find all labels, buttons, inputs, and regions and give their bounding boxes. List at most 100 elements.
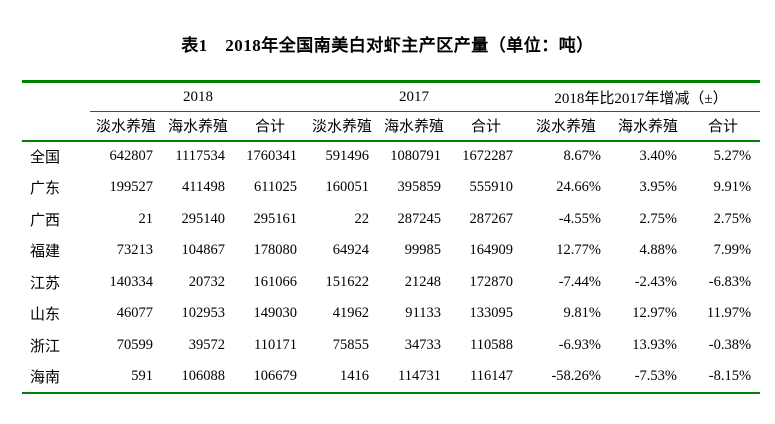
row-label: 广东 bbox=[30, 181, 61, 198]
table-cell: 91133 bbox=[405, 305, 441, 322]
header-cell: 海水养殖 bbox=[162, 111, 234, 142]
table-cell: 5.27% bbox=[713, 148, 752, 165]
table-row: 全国 642807 1117534 1760341 591496 1080791… bbox=[22, 141, 760, 173]
table-cell: 20732 bbox=[188, 273, 225, 290]
table-cell: 591 bbox=[131, 367, 153, 384]
table-cell: 1117534 bbox=[175, 148, 225, 165]
table-cell: 3.40% bbox=[639, 148, 677, 165]
table-cell: 149030 bbox=[253, 305, 298, 322]
row-label: 山东 bbox=[30, 307, 61, 324]
table-cell: -0.38% bbox=[708, 336, 752, 353]
table-cell: 178080 bbox=[253, 242, 298, 259]
table-cell: 1760341 bbox=[246, 148, 297, 165]
row-label: 海南 bbox=[30, 369, 61, 386]
table-cell: 34733 bbox=[404, 336, 441, 353]
header-group-2018: 2018 bbox=[90, 81, 306, 112]
header-cell: 合计 bbox=[450, 111, 522, 142]
table-cell: 46077 bbox=[116, 305, 153, 322]
row-label: 福建 bbox=[30, 244, 61, 261]
table-cell: 21 bbox=[138, 210, 154, 227]
header-empty-cell bbox=[22, 82, 90, 112]
table-cell: 295140 bbox=[181, 210, 226, 227]
table-cell: 110171 bbox=[254, 336, 297, 353]
header-group-change: 2018年比2017年增减（±） bbox=[522, 81, 761, 112]
table-cell: 70599 bbox=[116, 336, 153, 353]
table-cell: 395859 bbox=[397, 179, 442, 196]
table-cell: 3.95% bbox=[639, 179, 677, 196]
table-cell: 11.97% bbox=[706, 305, 752, 322]
table-cell: 7.99% bbox=[713, 242, 752, 259]
table-cell: -7.53% bbox=[634, 367, 677, 384]
table-cell: 73213 bbox=[116, 242, 153, 259]
table-cell: 13.93% bbox=[632, 336, 677, 353]
table-row: 江苏 140334 20732 161066 151622 21248 1728… bbox=[22, 267, 760, 299]
table-cell: 75855 bbox=[332, 336, 369, 353]
table-row: 广西 21 295140 295161 22 287245 287267 -4.… bbox=[22, 204, 760, 236]
table-cell: 199527 bbox=[109, 179, 154, 196]
table-cell: -6.93% bbox=[558, 336, 601, 353]
table-cell: -6.83% bbox=[708, 273, 752, 290]
table-cell: 106679 bbox=[253, 367, 298, 384]
table-cell: -8.15% bbox=[708, 367, 752, 384]
table-cell: 140334 bbox=[109, 273, 154, 290]
table-cell: 2.75% bbox=[639, 210, 677, 227]
table-cell: 160051 bbox=[325, 179, 370, 196]
table-cell: 1416 bbox=[340, 367, 369, 384]
table-cell: -2.43% bbox=[634, 273, 677, 290]
table-row: 浙江 70599 39572 110171 75855 34733 110588… bbox=[22, 330, 760, 362]
header-sub-row: 淡水养殖 海水养殖 合计 淡水养殖 海水养殖 合计 淡水养殖 海水养殖 合计 bbox=[22, 111, 761, 142]
table-cell: 104867 bbox=[181, 242, 226, 259]
table-cell: 41962 bbox=[332, 305, 369, 322]
header-group-row: 2018 2017 2018年比2017年增减（±） bbox=[22, 81, 761, 112]
header-cell: 合计 bbox=[234, 111, 306, 142]
header-empty-cell bbox=[22, 111, 90, 142]
table-cell: 4.88% bbox=[639, 242, 677, 259]
header-cell: 淡水养殖 bbox=[90, 111, 162, 142]
header-cell: 淡水养殖 bbox=[522, 111, 610, 142]
table-cell: 22 bbox=[354, 210, 370, 227]
table-cell: 99985 bbox=[404, 242, 441, 259]
header-cell: 海水养殖 bbox=[378, 111, 450, 142]
header-cell: 合计 bbox=[686, 111, 761, 142]
row-label: 全国 bbox=[30, 150, 61, 167]
table-cell: 116147 bbox=[470, 367, 513, 384]
table-cell: 295161 bbox=[253, 210, 298, 227]
table-cell: -4.55% bbox=[558, 210, 601, 227]
table-caption: 表1 2018年全国南美白对虾主产区产量（单位：吨） bbox=[181, 36, 594, 55]
table-cell: 287245 bbox=[397, 210, 442, 227]
row-label: 江苏 bbox=[30, 275, 61, 292]
table-cell: 102953 bbox=[181, 305, 226, 322]
table-cell: 287267 bbox=[469, 210, 514, 227]
table-row: 海南 591 106088 106679 1416 114731 116147 … bbox=[22, 361, 760, 393]
table-cell: 1080791 bbox=[390, 148, 441, 165]
table-cell: 21248 bbox=[404, 273, 441, 290]
row-label: 浙江 bbox=[30, 338, 61, 355]
table-cell: 8.67% bbox=[563, 148, 601, 165]
table-cell: 164909 bbox=[469, 242, 514, 259]
table-cell: 9.81% bbox=[563, 305, 601, 322]
table-cell: 12.77% bbox=[556, 242, 601, 259]
table-cell: 133095 bbox=[469, 305, 514, 322]
production-table: 2018 2017 2018年比2017年增减（±） 淡水养殖 海水养殖 合计 … bbox=[22, 80, 761, 394]
table-cell: 411498 bbox=[182, 179, 225, 196]
table-cell: 591496 bbox=[325, 148, 370, 165]
table-cell: 1672287 bbox=[462, 148, 513, 165]
header-group-2017: 2017 bbox=[306, 81, 522, 112]
table-cell: 555910 bbox=[469, 179, 514, 196]
table-cell: 611025 bbox=[254, 179, 297, 196]
table-row: 山东 46077 102953 149030 41962 91133 13309… bbox=[22, 298, 760, 330]
table-cell: 110588 bbox=[470, 336, 513, 353]
table-cell: 114731 bbox=[398, 367, 441, 384]
table-cell: 24.66% bbox=[556, 179, 601, 196]
table-cell: -7.44% bbox=[558, 273, 601, 290]
table-cell: 151622 bbox=[325, 273, 370, 290]
table-cell: 161066 bbox=[253, 273, 298, 290]
table-row: 广东 199527 411498 611025 160051 395859 55… bbox=[22, 172, 760, 204]
table-cell: 642807 bbox=[109, 148, 154, 165]
table-cell: 172870 bbox=[469, 273, 514, 290]
table-cell: 2.75% bbox=[713, 210, 752, 227]
header-cell: 淡水养殖 bbox=[306, 111, 378, 142]
table-cell: 39572 bbox=[188, 336, 225, 353]
row-label: 广西 bbox=[30, 212, 61, 229]
